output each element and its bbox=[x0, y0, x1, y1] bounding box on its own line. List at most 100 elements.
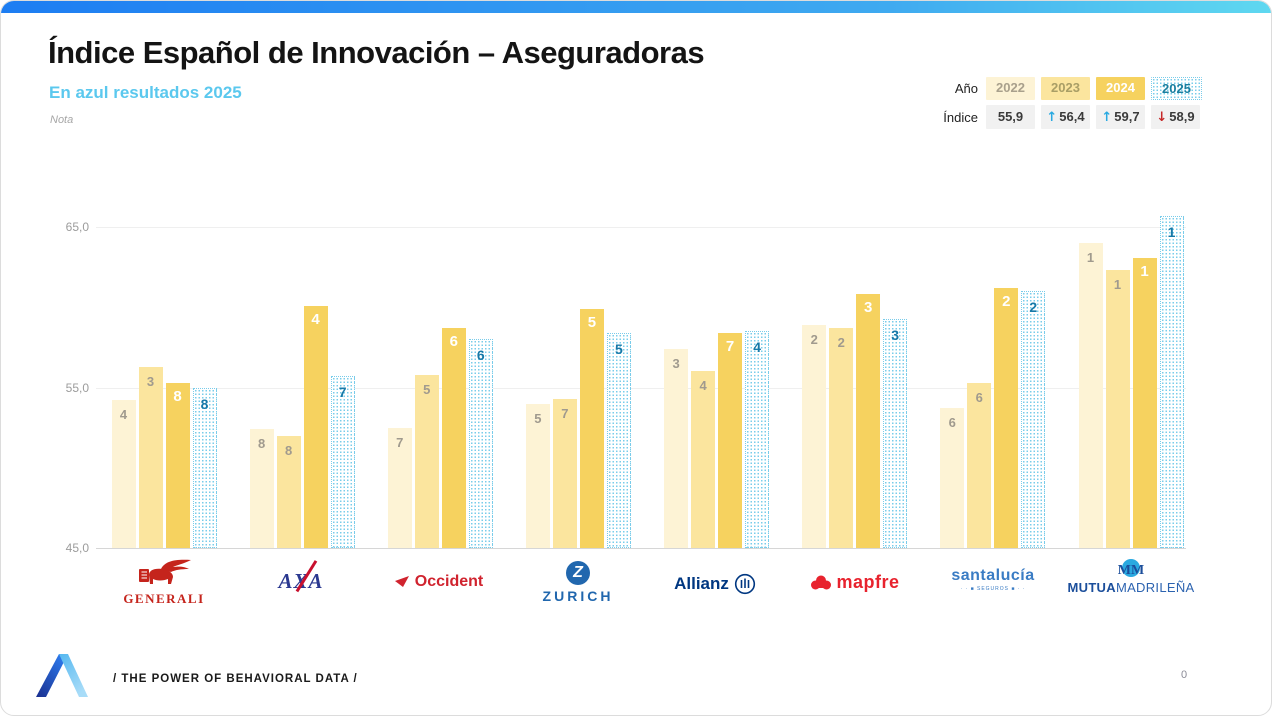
occident-wordmark: Occident bbox=[414, 573, 484, 590]
bar-2023-mutua-madrile-a: 1 bbox=[1105, 270, 1130, 548]
bar-2023-allianz: 4 bbox=[691, 371, 716, 548]
bar-2023-generali: 3 bbox=[138, 366, 163, 548]
brand-logo-mutua-madrilena: MM MUTUAMADRILEÑA bbox=[1066, 557, 1196, 595]
rank-label-2024-santaluc-a: 2 bbox=[1002, 293, 1011, 310]
rank-label-2022-santaluc-a: 6 bbox=[948, 415, 956, 431]
allianz-circle-icon bbox=[734, 573, 755, 595]
bar-group-mutua-madrile-a: 1 1 1 1 bbox=[1078, 215, 1184, 548]
bar-2023-axa: 8 bbox=[276, 435, 301, 548]
brand-logo-mapfre: mapfre bbox=[790, 557, 920, 593]
bar-2022-zurich: 5 bbox=[525, 403, 550, 548]
brand-logo-allianz: Allianz bbox=[650, 557, 780, 595]
x-axis-line bbox=[96, 548, 1186, 549]
brand-logo-santalucia: santalucía · · ■ SEGUROS ■ · · bbox=[928, 557, 1058, 592]
summary-year-label: Año bbox=[954, 81, 978, 96]
bar-2023-occident: 5 bbox=[414, 374, 439, 548]
trend-up-icon: ↑ bbox=[1046, 110, 1058, 125]
brand-logo-occident: Occident bbox=[374, 557, 504, 591]
occident-bird-icon bbox=[394, 576, 409, 587]
trend-down-icon: ↓ bbox=[1156, 110, 1168, 125]
rank-label-2024-mutua-madrile-a: 1 bbox=[1140, 262, 1149, 280]
bar-2025-allianz: 4 bbox=[745, 331, 770, 548]
bar-2024-zurich: 5 bbox=[579, 308, 604, 548]
rank-label-2022-allianz: 3 bbox=[672, 356, 680, 371]
rank-label-2024-axa: 4 bbox=[311, 310, 320, 328]
bar-group-occident: 7 5 6 6 bbox=[387, 328, 493, 548]
index-value: 55,9 bbox=[997, 109, 1024, 124]
summary-year-2022: 2022 bbox=[986, 77, 1035, 100]
rank-label-2025-occident: 6 bbox=[476, 347, 485, 364]
santalucia-wordmark: santalucía bbox=[951, 567, 1035, 584]
gridline-55 bbox=[96, 388, 1186, 389]
bar-2023-santaluc-a: 6 bbox=[967, 382, 992, 548]
rank-label-2025-mapfre: 3 bbox=[891, 326, 900, 343]
rank-label-2023-zurich: 7 bbox=[561, 405, 569, 421]
rank-label-2025-generali: 8 bbox=[200, 395, 209, 412]
bar-2025-generali: 8 bbox=[192, 387, 217, 548]
brand-logo-generali: GENERALI bbox=[99, 557, 229, 607]
bar-2023-mapfre: 2 bbox=[829, 328, 854, 548]
rank-label-2022-zurich: 5 bbox=[534, 410, 542, 426]
rank-label-2023-mutua-madrile-a: 1 bbox=[1113, 277, 1122, 293]
zurich-z-icon: Z bbox=[565, 561, 590, 585]
rank-label-2023-allianz: 4 bbox=[699, 378, 707, 394]
company-logo bbox=[34, 649, 98, 704]
footer-tagline: / THE POWER OF BEHAVIORAL DATA / bbox=[113, 673, 358, 685]
bar-chart: 65,0 55,0 45,0 4 3 8 8 8 8 4 7 7 5 6 6 5 7 5 5 3 4 7 4 2 2 3 3 6 6 2 2… bbox=[61, 211, 1201, 555]
brand-logo-axa: AXA bbox=[236, 557, 366, 594]
generali-lion-icon bbox=[139, 559, 191, 584]
rank-label-2023-santaluc-a: 6 bbox=[975, 389, 983, 405]
summary-year-2024: 2024 bbox=[1096, 77, 1145, 100]
summary-year-2023: 2023 bbox=[1041, 77, 1090, 100]
bar-2022-mapfre: 2 bbox=[802, 324, 827, 548]
bar-2022-allianz: 3 bbox=[664, 349, 689, 548]
summary-table: Año 2022 2023 2024 2025 Índice 55,9 ↑ 56,4 ↑ 59,7… bbox=[936, 77, 1208, 134]
mapfre-wordmark: mapfre bbox=[836, 572, 900, 592]
mapfre-icon bbox=[811, 575, 832, 589]
rank-label-2025-zurich: 5 bbox=[614, 340, 623, 357]
bar-2023-zurich: 7 bbox=[552, 398, 577, 548]
santalucia-seguros-label: · · ■ SEGUROS ■ · · bbox=[960, 586, 1026, 592]
bar-2025-occident: 6 bbox=[468, 339, 493, 548]
bar-2025-zurich: 5 bbox=[606, 332, 631, 548]
rank-label-2024-generali: 8 bbox=[173, 387, 182, 405]
index-value: 59,7 bbox=[1114, 109, 1140, 124]
top-accent-bar bbox=[1, 1, 1271, 13]
summary-index-2024: ↑ 59,7 bbox=[1096, 105, 1145, 129]
bar-2022-axa: 8 bbox=[249, 429, 274, 548]
rank-label-2024-occident: 6 bbox=[449, 333, 458, 351]
summary-index-row: Índice 55,9 ↑ 56,4 ↑ 59,7 ↓ 58,9 bbox=[936, 105, 1208, 129]
bar-group-mapfre: 2 2 3 3 bbox=[802, 294, 908, 548]
y-axis-tick-45-0: 45,0 bbox=[65, 541, 89, 555]
rank-label-2022-generali: 4 bbox=[119, 407, 128, 423]
rank-label-2024-mapfre: 3 bbox=[864, 299, 873, 317]
rank-label-2025-santaluc-a: 2 bbox=[1029, 299, 1038, 316]
rank-label-2023-generali: 3 bbox=[146, 373, 155, 389]
bar-2024-axa: 4 bbox=[303, 305, 328, 548]
bar-2024-allianz: 7 bbox=[718, 332, 743, 548]
summary-index-2022: 55,9 bbox=[986, 105, 1035, 129]
index-value: 58,9 bbox=[1169, 109, 1195, 124]
bar-2022-occident: 7 bbox=[387, 427, 412, 548]
generali-wordmark: GENERALI bbox=[123, 591, 205, 606]
bar-2022-santaluc-a: 6 bbox=[940, 408, 965, 548]
trend-up-icon: ↑ bbox=[1101, 110, 1113, 125]
allianz-wordmark: Allianz bbox=[674, 574, 729, 593]
rank-label-2024-allianz: 7 bbox=[725, 337, 735, 355]
y-axis-tick-65-0: 65,0 bbox=[65, 220, 89, 234]
page-title: Índice Español de Innovación – Asegurado… bbox=[48, 35, 705, 70]
mutua-mm-monogram: MM bbox=[1117, 563, 1145, 578]
gridline-65 bbox=[96, 227, 1186, 228]
y-axis-tick-55-0: 55,0 bbox=[65, 381, 89, 395]
summary-index-label: Índice bbox=[943, 109, 978, 125]
subtitle: En azul resultados 2025 bbox=[49, 83, 242, 102]
bar-2024-mutua-madrile-a: 1 bbox=[1132, 257, 1157, 548]
mutua-circle-icon bbox=[1122, 559, 1140, 577]
rank-label-2022-axa: 8 bbox=[257, 436, 266, 452]
bar-2024-santaluc-a: 2 bbox=[994, 288, 1019, 548]
bar-group-santaluc-a: 6 6 2 2 bbox=[940, 288, 1046, 548]
bar-2024-occident: 6 bbox=[441, 328, 466, 548]
brand-logo-zurich: Z ZURICH bbox=[513, 557, 643, 604]
bar-2022-mutua-madrile-a: 1 bbox=[1078, 243, 1103, 548]
